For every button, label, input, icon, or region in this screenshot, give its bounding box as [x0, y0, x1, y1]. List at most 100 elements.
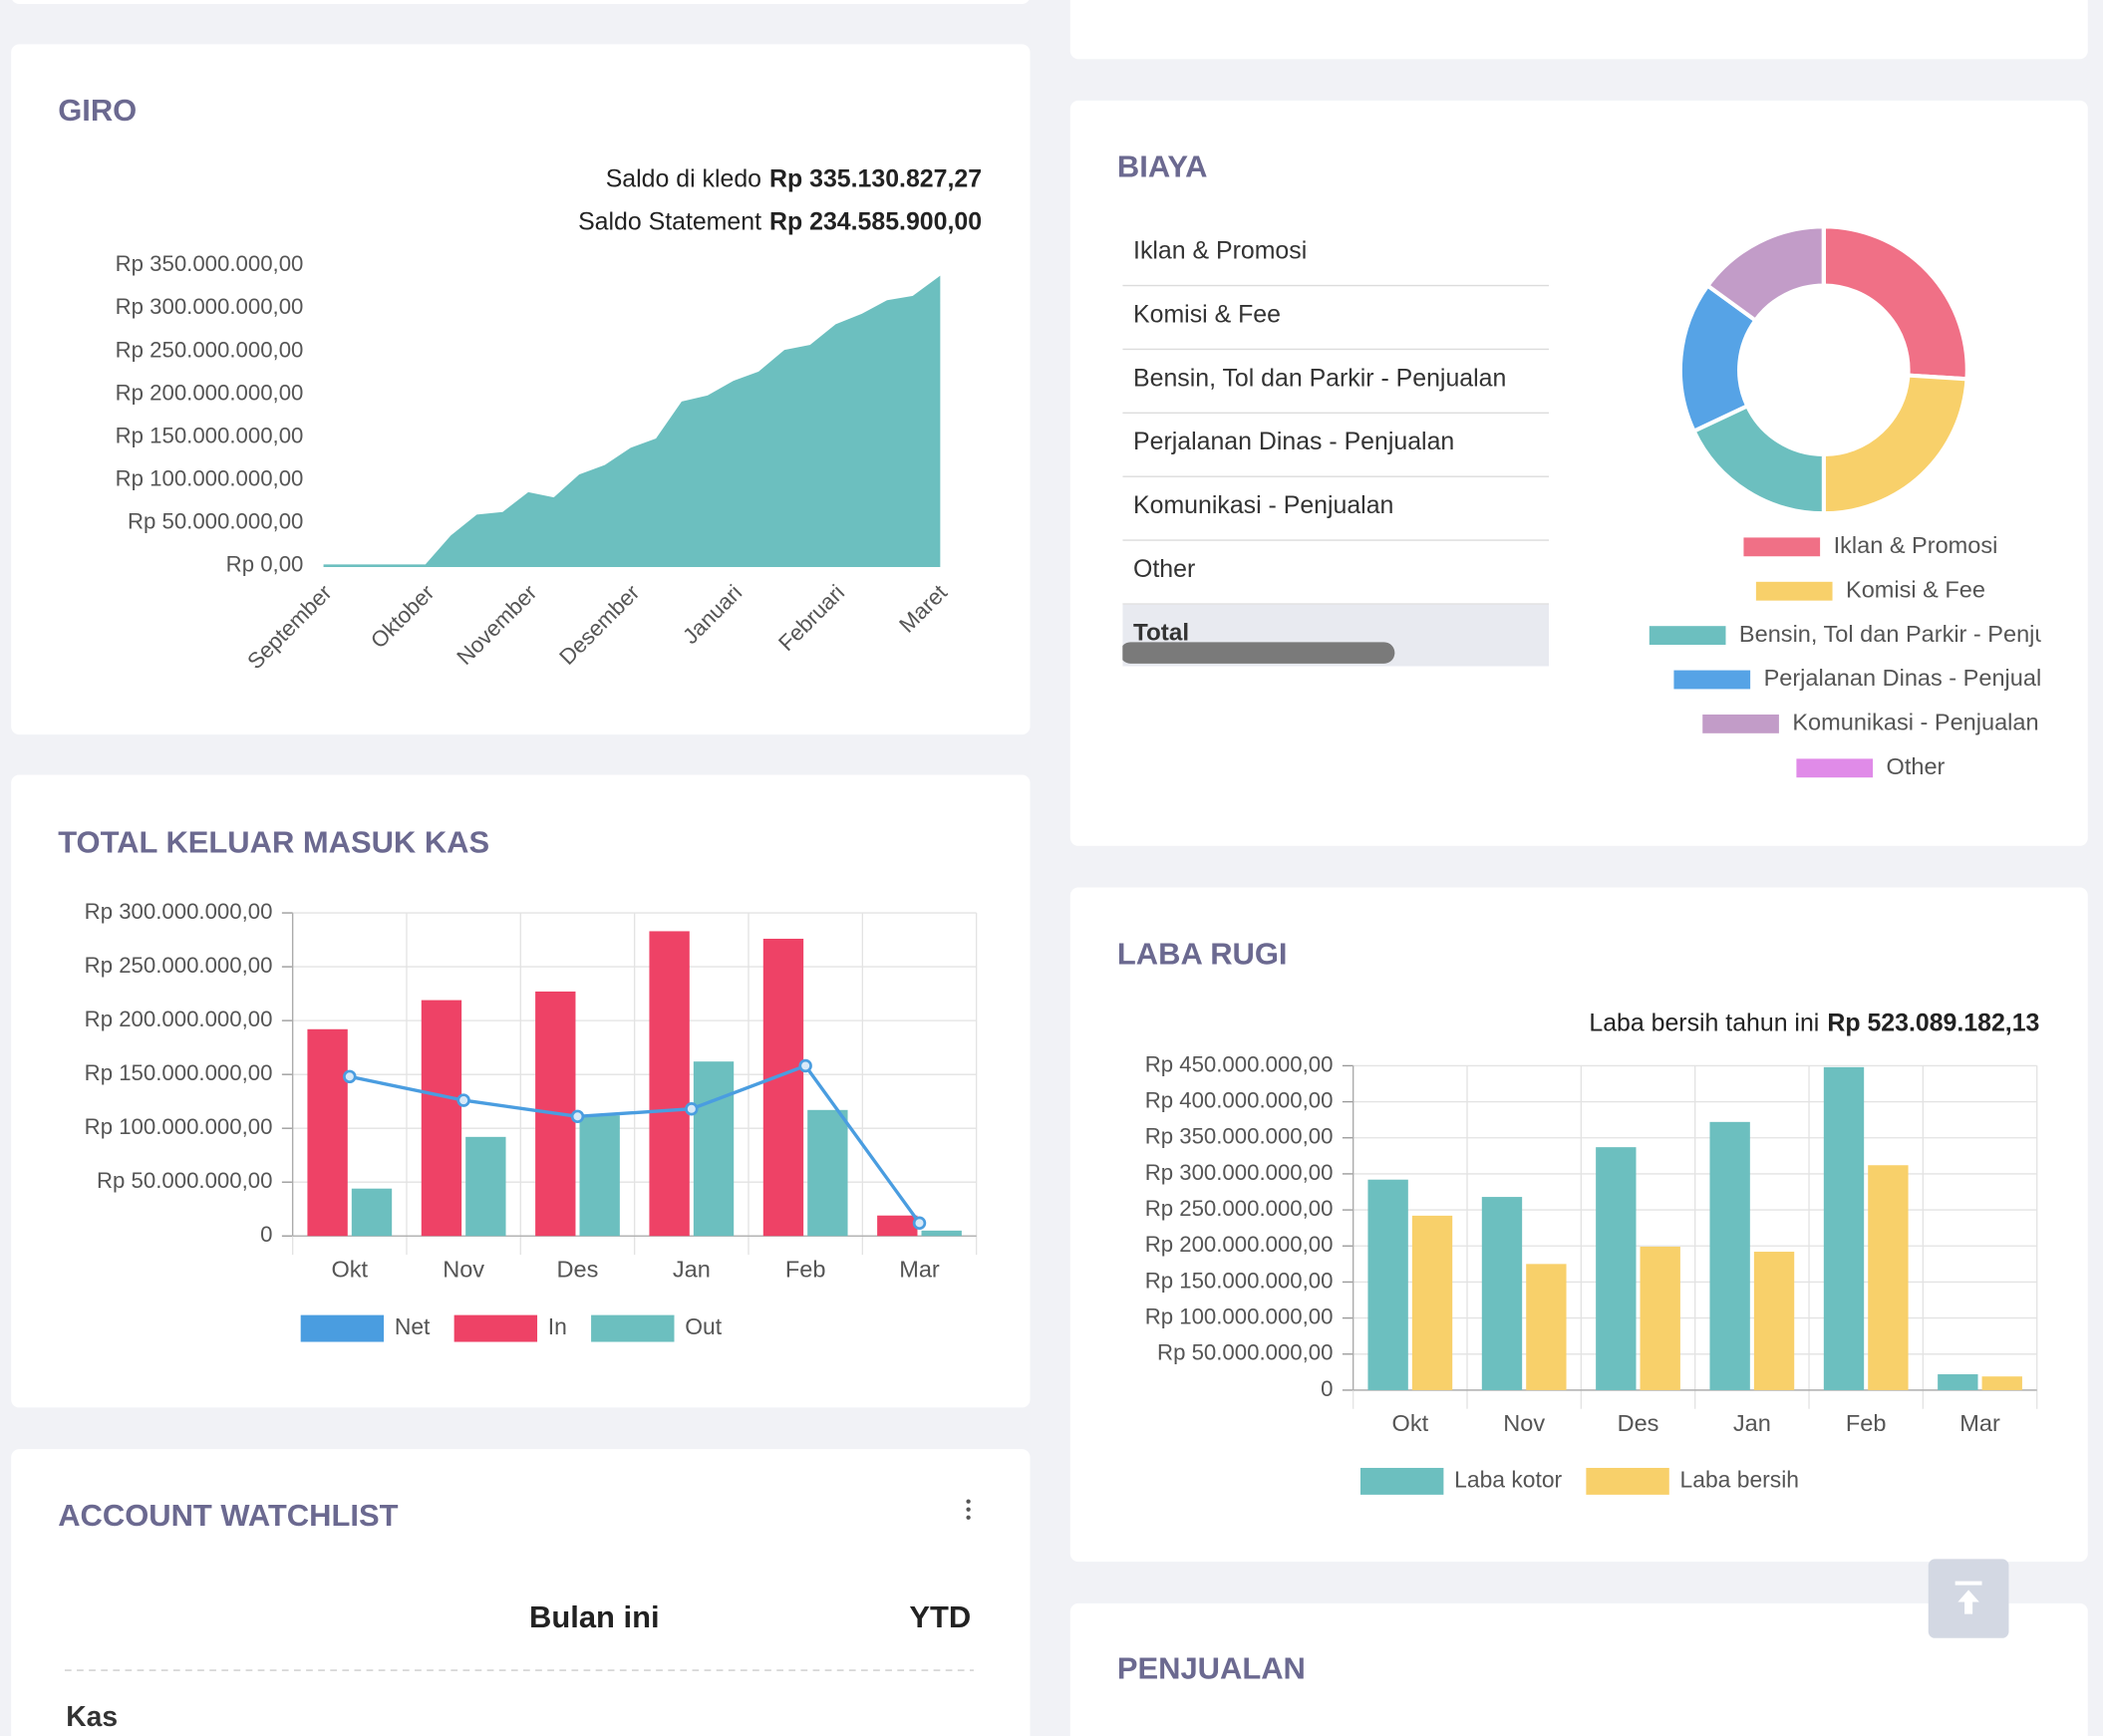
row-label: Iklan & Promosi: [1133, 236, 1307, 264]
x-tick-label: Mar: [899, 1256, 940, 1282]
panel-title: ACCOUNT WATCHLIST: [58, 1498, 398, 1533]
x-tick-label: Des: [1618, 1410, 1659, 1436]
legend-label: Bensin, Tol dan Parkir - Penjualan: [1739, 621, 2092, 647]
x-tick-label: Okt: [1392, 1410, 1429, 1436]
row-label: Other: [1133, 555, 1195, 583]
bar: [465, 1136, 506, 1237]
y-tick-label: Rp 300.000.000,00: [116, 294, 304, 319]
card: [1069, 887, 2088, 1563]
legend-swatch: [1649, 626, 1726, 646]
y-tick-label: Rp 350.000.000,00: [116, 251, 304, 276]
y-tick-label: Rp 200.000.000,00: [85, 1007, 273, 1031]
panel-title: BIAYA: [1117, 149, 1208, 184]
panel-title: TOTAL KELUAR MASUK KAS: [58, 825, 489, 860]
legend-item: Bensin, Tol dan Parkir - Penjualan: [1649, 621, 2092, 647]
point: [570, 1109, 585, 1124]
total-label: Total: [1133, 620, 1189, 647]
y-tick-label: Rp 300.000.000,00: [85, 899, 273, 924]
bar: [1481, 1197, 1523, 1390]
point: [456, 1093, 470, 1107]
x-tick-label: Feb: [1846, 1410, 1887, 1436]
expense-table: Total Iklan & Promosi Komisi & Fee Bensin,…: [1120, 236, 1550, 667]
bar: [807, 1109, 848, 1237]
x-tick-label: Feb: [785, 1256, 826, 1282]
y-tick-label: Rp 250.000.000,00: [85, 953, 273, 978]
x-tick-label: Nov: [1503, 1410, 1545, 1436]
legend: Net In Out: [300, 1313, 723, 1342]
card: [11, 1449, 1031, 1736]
bar: [1823, 1066, 1865, 1390]
y-tick-label: Rp 250.000.000,00: [116, 337, 304, 362]
legend-swatch: [1743, 537, 1821, 557]
scroll-top-button[interactable]: [1928, 1559, 2009, 1638]
panel-title: GIRO: [58, 93, 137, 128]
scrollbar[interactable]: [1120, 642, 1395, 664]
y-tick-label: Rp 50.000.000,00: [1157, 1340, 1333, 1365]
annotation-value: Rp 523.089.182,13: [1827, 1009, 2039, 1036]
y-tick-label: Rp 300.000.000,00: [1145, 1160, 1334, 1185]
y-tick-label: Rp 350.000.000,00: [1145, 1124, 1334, 1149]
point: [343, 1069, 357, 1084]
row-label: Komunikasi - Penjualan: [1133, 491, 1393, 519]
x-tick-label: Jan: [1733, 1410, 1771, 1436]
card: [1069, 0, 2088, 60]
x-tick-label: Jan: [673, 1256, 711, 1282]
legend-label: Iklan & Promosi: [1834, 532, 1998, 558]
legend-swatch: [300, 1314, 385, 1342]
legend: Laba kotor Laba bersih: [1359, 1466, 1799, 1495]
y-tick-label: 0: [1321, 1376, 1333, 1401]
point: [685, 1102, 699, 1116]
bar: [351, 1188, 393, 1237]
y-tick-label: Rp 50.000.000,00: [128, 508, 303, 533]
area: [323, 275, 941, 568]
bar: [1411, 1215, 1453, 1390]
bar: [877, 1215, 918, 1237]
legend-label: Other: [1887, 753, 1946, 779]
legend-item: Other: [1796, 753, 1946, 779]
legend-label: Laba bersih: [1680, 1466, 1799, 1492]
bar: [1938, 1374, 1978, 1390]
x-tick-label: Mar: [1959, 1410, 2000, 1436]
card: [1069, 1602, 2088, 1736]
annotation-value: Rp 234.585.900,00: [769, 207, 982, 235]
y-tick-label: Rp 100.000.000,00: [85, 1114, 273, 1139]
bar: [921, 1230, 962, 1237]
menu-button[interactable]: [966, 1499, 971, 1520]
bar: [1596, 1147, 1637, 1390]
donut-slice: [1821, 224, 1969, 382]
legend-item: Perjalanan Dinas - Penjualan: [1673, 665, 2041, 691]
bar: [1753, 1252, 1795, 1390]
point: [798, 1058, 812, 1073]
legend-label: Out: [685, 1313, 722, 1339]
y-tick-label: Rp 450.000.000,00: [1145, 1051, 1334, 1076]
column-header: Bulan ini: [529, 1599, 660, 1634]
y-tick-label: Rp 50.000.000,00: [97, 1168, 272, 1193]
bar: [1868, 1165, 1909, 1390]
legend-label: Laba kotor: [1454, 1466, 1562, 1492]
legend-item: Komisi & Fee: [1755, 576, 1985, 602]
legend-swatch: [1796, 758, 1874, 778]
legend-swatch: [1359, 1467, 1444, 1495]
card: [12, 0, 1030, 5]
bar: [693, 1061, 735, 1237]
x-tick-label: Des: [557, 1256, 599, 1282]
bar: [1526, 1264, 1567, 1390]
y-tick-label: 0: [260, 1222, 272, 1247]
legend-label: Komisi & Fee: [1846, 576, 1985, 602]
legend-item: Komunikasi - Penjualan: [1702, 710, 2039, 735]
y-tick-label: Rp 150.000.000,00: [85, 1060, 273, 1085]
panel-title: PENJUALAN: [1117, 1650, 1306, 1685]
legend-swatch: [1586, 1467, 1669, 1495]
legend-label: In: [548, 1313, 567, 1339]
annotation-label: Saldo Statement: [578, 207, 761, 235]
bar: [1640, 1246, 1680, 1390]
y-tick-label: Rp 400.000.000,00: [1145, 1087, 1334, 1112]
bar: [421, 1000, 462, 1237]
bar: [1981, 1376, 2022, 1390]
column-header: YTD: [909, 1599, 971, 1634]
legend-swatch: [1673, 670, 1751, 690]
y-tick-label: Rp 0,00: [226, 552, 304, 577]
bar: [307, 1028, 348, 1237]
